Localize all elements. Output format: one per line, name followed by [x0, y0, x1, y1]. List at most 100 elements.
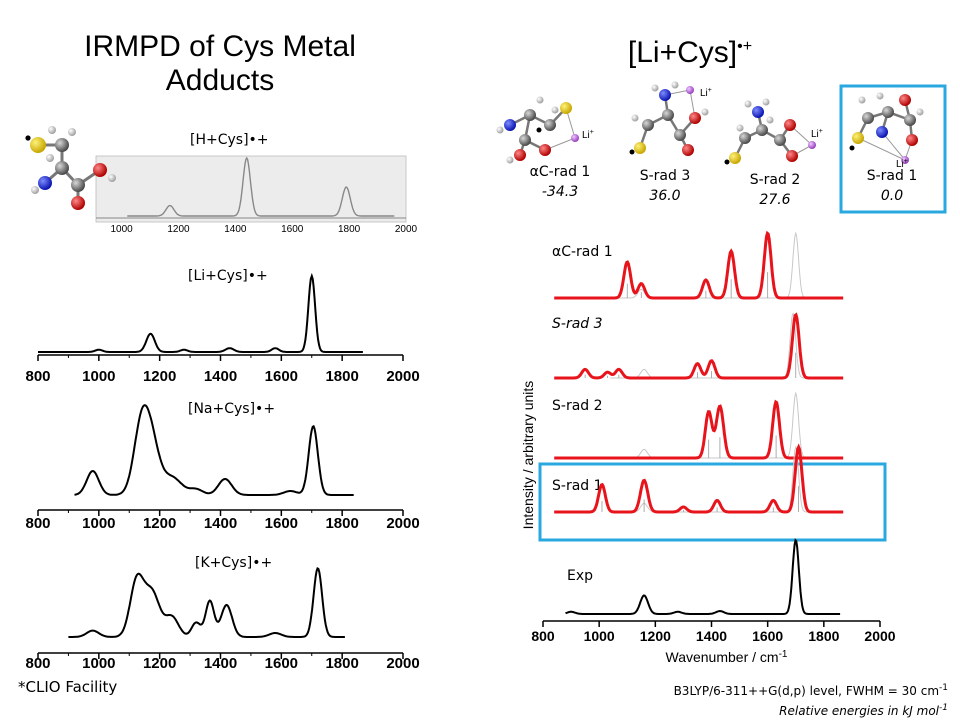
- x-tick-label: 800: [25, 515, 50, 532]
- panel-label-h-cys-text: [H+Cys]•+: [190, 132, 269, 148]
- x-tick-label: 2000: [386, 655, 419, 672]
- x-tick-label: 1800: [325, 368, 358, 385]
- right-footnote: B3LYP/6-311++G(d,p) level, FWHM = 30 cm-…: [600, 680, 948, 720]
- x-tick-label: 1600: [752, 628, 783, 644]
- molecule-s-rad-1: Li+: [849, 92, 924, 170]
- spectrum-trace-1: [554, 312, 844, 380]
- spectrum-trace: [38, 272, 363, 353]
- spectra-layer: 1000 1200 1400 1600 1800 2000 800 1000 1200 1400 1…: [25, 156, 896, 672]
- x-tick-label: 1400: [224, 224, 247, 235]
- reference-trace: [610, 312, 841, 379]
- panel-label-h-cys: [H+Cys]•+: [190, 132, 269, 148]
- x-tick-label: 1800: [808, 628, 839, 644]
- isomer-energy: 36.0: [649, 188, 681, 204]
- li-label: Li+: [700, 87, 712, 99]
- y-axis-title: Intensity / arbitrary units: [520, 381, 536, 530]
- left-title: IRMPD of Cys Metal Adducts: [40, 30, 400, 98]
- x-tick-label: 1000: [110, 224, 133, 235]
- x-tick-label: 1000: [584, 628, 615, 644]
- panel-label-li-cys-text: [Li+Cys]•+: [188, 268, 268, 284]
- x-tick-label: 1400: [696, 628, 727, 644]
- molecule-s-rad-2: Li+: [724, 98, 823, 165]
- radical-dot: [629, 149, 635, 155]
- spectrum-trace: [68, 566, 345, 638]
- x-tick-label: 1600: [281, 224, 304, 235]
- spectrum-trace-3: [554, 443, 844, 514]
- radical-dot: [25, 135, 31, 141]
- trace-label-s-rad-2: S-rad 2: [552, 398, 603, 414]
- trace-label-s-rad-3: S-rad 3: [552, 316, 603, 332]
- x-tick-label: 1200: [167, 224, 190, 235]
- x-tick-label: 1400: [204, 368, 237, 385]
- molecule-ac-rad-1: Li+: [496, 96, 594, 164]
- isomer-energy: 0.0: [880, 188, 904, 204]
- isomer-name: αC-rad 1: [529, 164, 591, 180]
- x-tick-label: 1600: [265, 368, 298, 385]
- x-tick-label: 1200: [143, 655, 176, 672]
- li-label: Li+: [896, 158, 908, 170]
- right-title-text: [Li+Cys]: [627, 36, 738, 69]
- x-tick-label: 800: [531, 628, 555, 644]
- x-tick-label: 800: [25, 655, 50, 672]
- molecule-s-rad-3: Li+: [629, 81, 712, 156]
- x-tick-label: 1000: [82, 368, 115, 385]
- x-tick-label: 1000: [82, 655, 115, 672]
- x-tick-label: 1200: [143, 368, 176, 385]
- right-title: [Li+Cys]•+: [560, 30, 820, 70]
- li-label: Li+: [582, 129, 594, 141]
- x-tick-label: 1200: [143, 515, 176, 532]
- spectrum-trace: [74, 404, 354, 496]
- right-title-sup: •+: [737, 38, 753, 55]
- footnote-energy-units: Relative energies in kJ mol: [779, 704, 940, 718]
- x-tick-label: 1800: [338, 224, 361, 235]
- panel-label-na-cys: [Na+Cys]•+: [188, 401, 275, 417]
- footnote-method-sup: -1: [939, 683, 948, 693]
- x-tick-label: 1000: [82, 515, 115, 532]
- molecule-h-cys: [25, 126, 116, 210]
- li-label: Li+: [811, 128, 823, 140]
- reference-trace: [610, 391, 841, 459]
- spectrum-trace-0: [554, 230, 844, 300]
- isomer-energy: -34.3: [541, 184, 579, 200]
- x-tick-label: 1600: [265, 515, 298, 532]
- footnote-method: B3LYP/6-311++G(d,p) level, FWHM = 30 cm: [673, 684, 940, 698]
- left-footnote: *CLIO Facility: [18, 678, 118, 696]
- trace-label-exp: Exp: [567, 568, 594, 584]
- highlight-box-s-rad-1-spectrum: [538, 462, 887, 542]
- isomer-name: S-rad 2: [749, 172, 801, 188]
- x-tick-label: 1800: [325, 655, 358, 672]
- radical-dot: [724, 159, 730, 165]
- x-tick-label: 1200: [640, 628, 671, 644]
- radical-dot: [536, 127, 542, 133]
- x-tick-label: 1600: [265, 655, 298, 672]
- left-title-line2: Adducts: [165, 64, 275, 97]
- radical-dot: [849, 145, 855, 151]
- x-tick-label: 2000: [864, 628, 895, 644]
- spectrum-trace: [127, 156, 395, 217]
- panel-label-k-cys: [K+Cys]•+: [195, 555, 272, 571]
- footnote-energy-units-sup: -1: [939, 703, 948, 713]
- isomer-label-ac-rad-1: αC-rad 1 -34.3: [520, 164, 600, 200]
- panel-label-na-cys-text: [Na+Cys]•+: [188, 401, 276, 417]
- isomer-energy: 27.6: [759, 192, 791, 208]
- right-footnote-line1: B3LYP/6-311++G(d,p) level, FWHM = 30 cm-…: [600, 680, 948, 700]
- panel-label-li-cys: [Li+Cys]•+: [188, 268, 268, 284]
- x-tick-label: 1400: [204, 655, 237, 672]
- x-tick-label: 1400: [204, 515, 237, 532]
- x-tick-label: 2000: [395, 224, 418, 235]
- panel-label-k-cys-text: [K+Cys]•+: [195, 555, 273, 571]
- right-footnote-line2: Relative energies in kJ mol-1: [600, 700, 948, 720]
- highlight-box-s-rad-1-structure: [839, 84, 947, 214]
- trace-label-s-rad-1: S-rad 1: [552, 478, 603, 494]
- isomer-label-s-rad-1: S-rad 1 0.0: [852, 168, 932, 204]
- isomer-name: S-rad 3: [639, 168, 691, 184]
- left-title-line1: IRMPD of Cys Metal: [84, 30, 356, 63]
- x-tick-label: 2000: [386, 368, 419, 385]
- x-tick-label: 800: [25, 368, 50, 385]
- x-tick-label: 1800: [325, 515, 358, 532]
- x-tick-label: 2000: [386, 515, 419, 532]
- spectrum-trace-4: [565, 538, 841, 615]
- isomer-label-s-rad-2: S-rad 2 27.6: [735, 172, 815, 208]
- isomer-name: S-rad 1: [866, 168, 918, 184]
